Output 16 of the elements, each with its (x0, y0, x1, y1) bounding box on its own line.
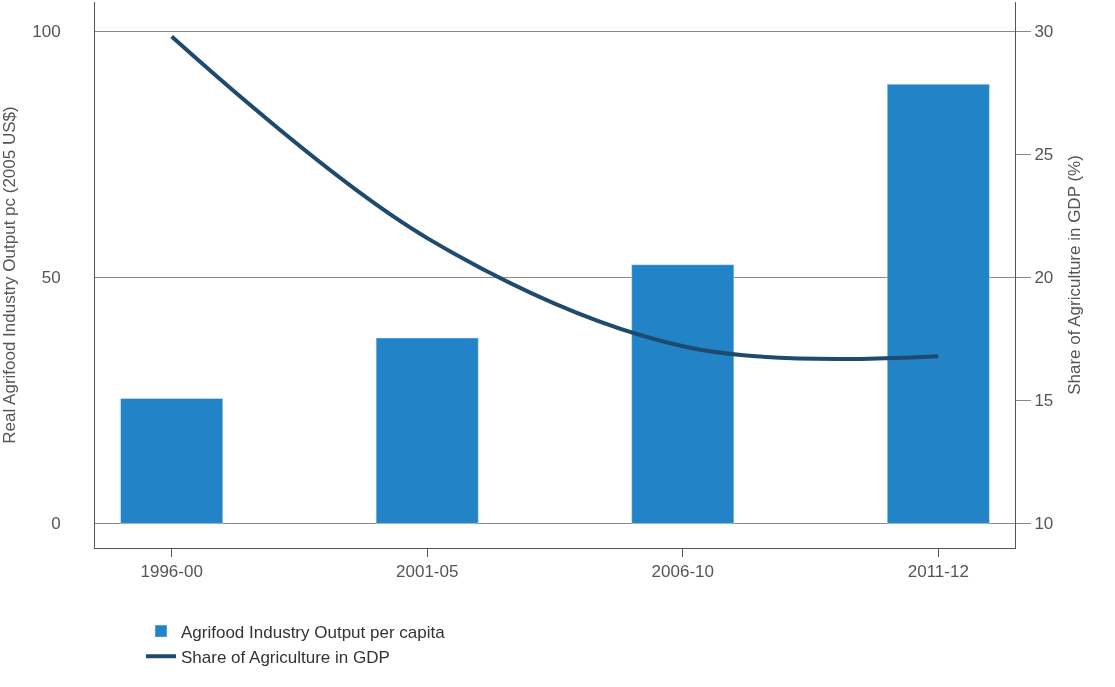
y2-tick-label: 10 (1034, 514, 1054, 534)
x-tick-label: 1996-00 (140, 562, 203, 582)
legend-label: Agrifood Industry Output per capita (181, 622, 446, 642)
y-tick-label: 50 (41, 268, 61, 288)
x-tick-label: 2001-05 (396, 562, 459, 582)
y2-tick-label: 25 (1034, 145, 1054, 165)
y2-tick-label: 30 (1034, 22, 1054, 42)
x-tick-label: 2006-10 (651, 562, 714, 582)
y-axis-title: Real Agrifood Industry Output pc (2005 US$) (0, 106, 19, 444)
y-tick-label: 100 (32, 22, 61, 42)
x-tick-label: 2011-12 (907, 562, 969, 582)
y2-axis-title: Share of Agriculture in GDP (%) (1064, 155, 1084, 395)
y2-tick-label: 15 (1034, 391, 1054, 411)
y2-tick-label: 20 (1034, 268, 1054, 288)
legend-label: Share of Agriculture in GDP (181, 647, 390, 667)
y-tick-label: 0 (51, 514, 61, 534)
